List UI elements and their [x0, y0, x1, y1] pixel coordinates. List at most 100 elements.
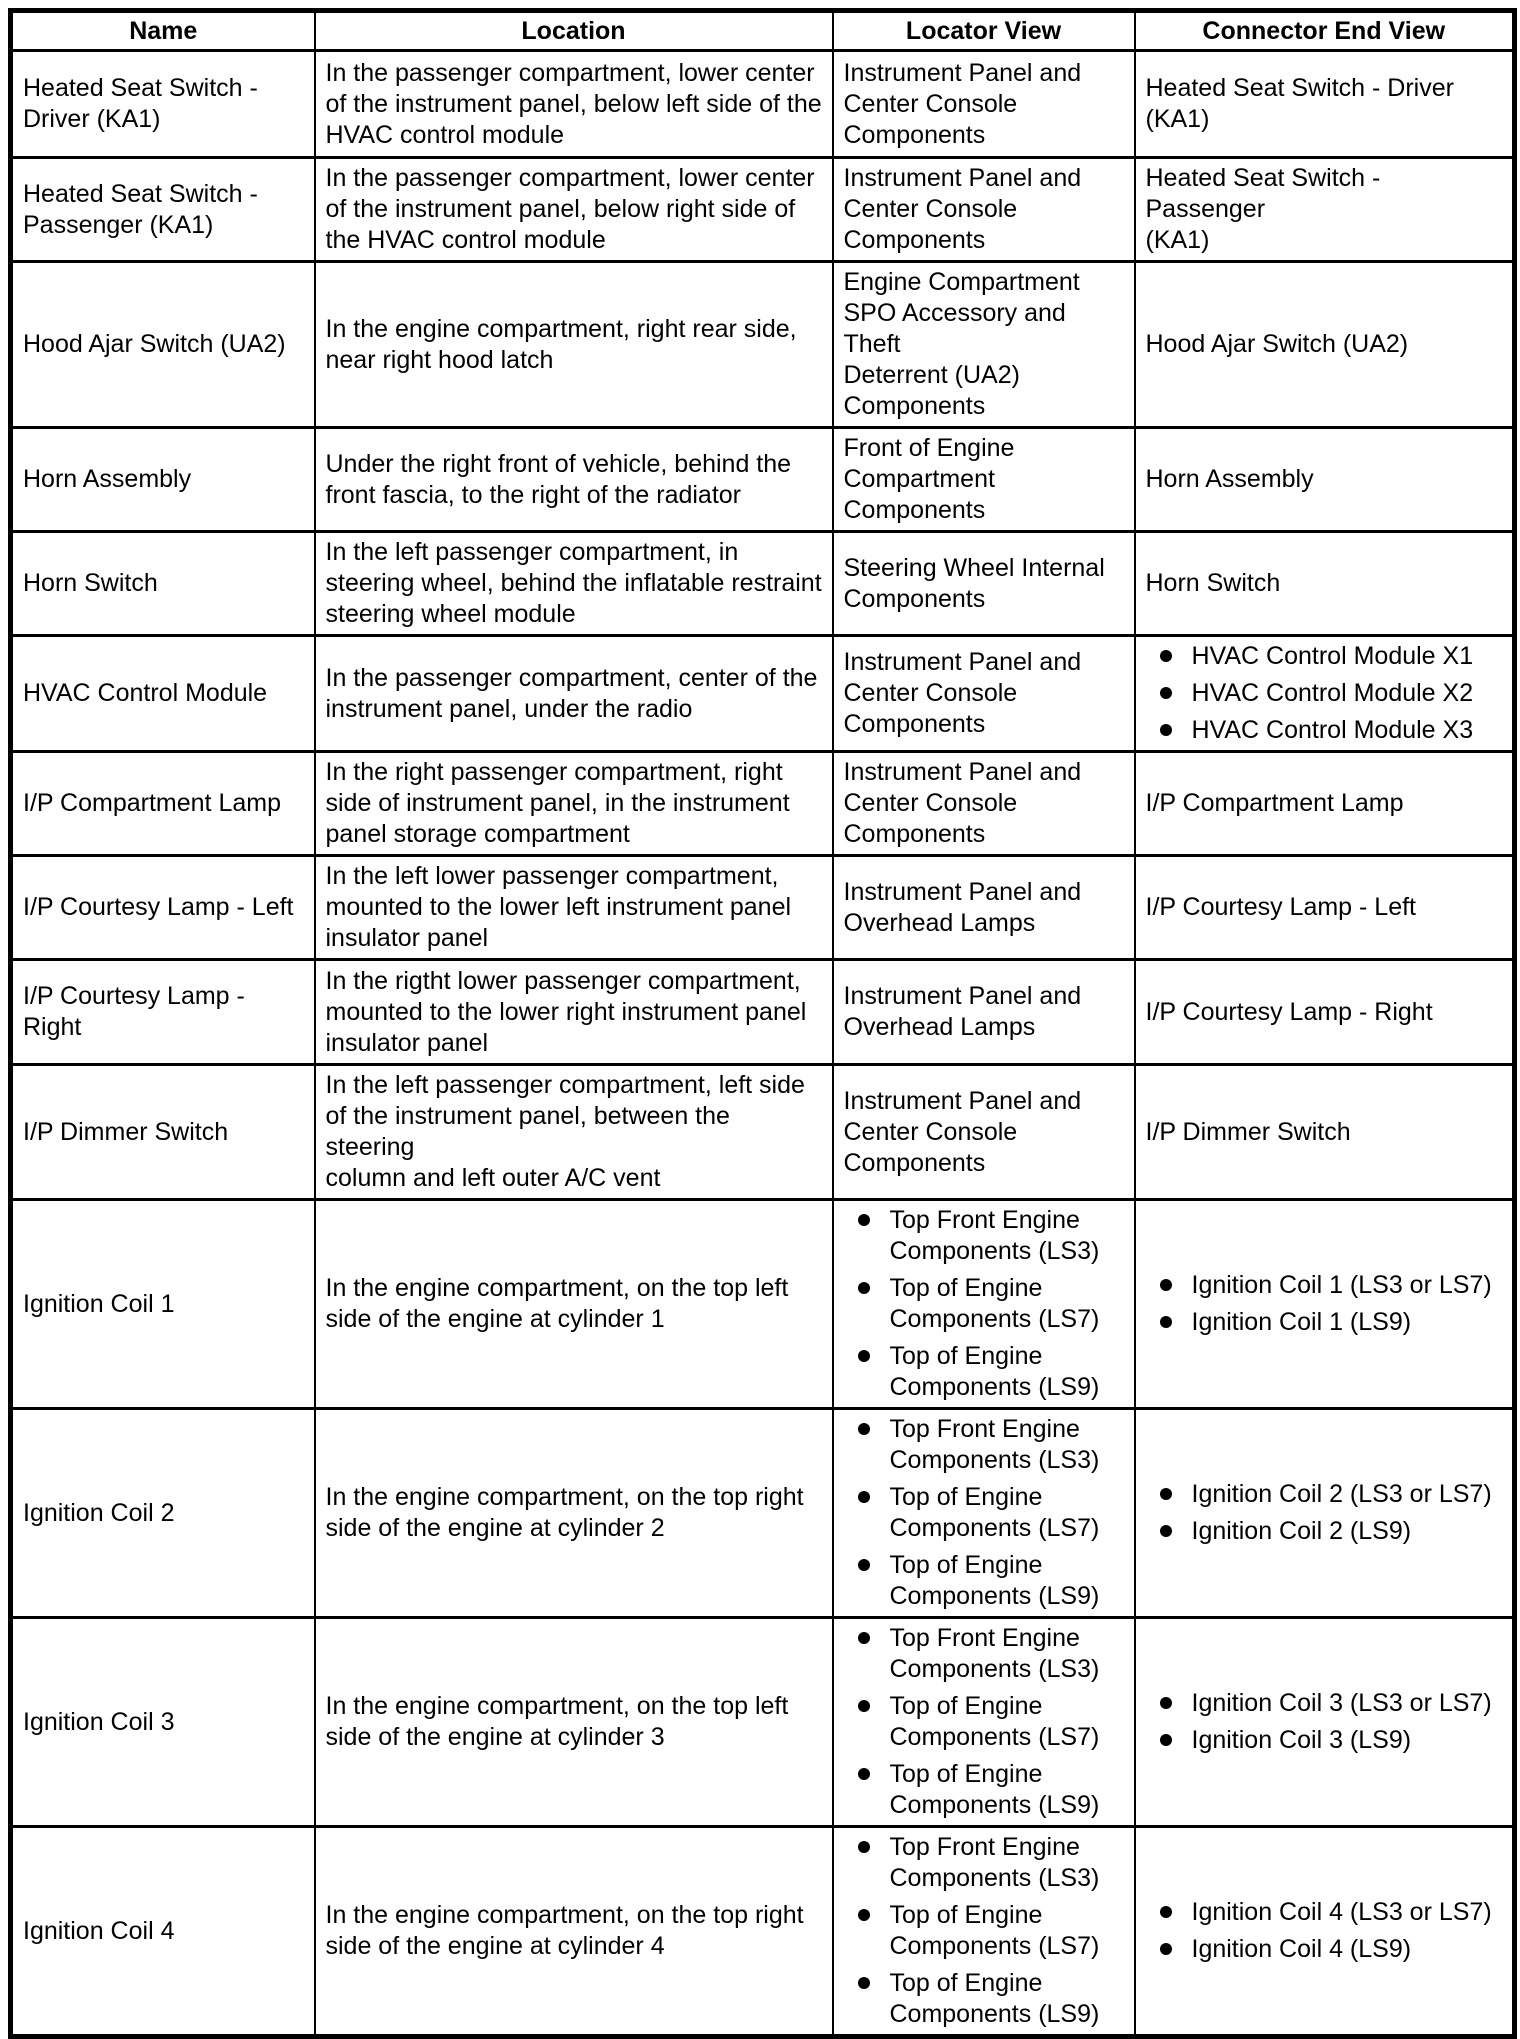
- location-cell: In the left lower passenger compartment,…: [313, 854, 834, 961]
- location-cell: In the engine compartment, on the top ri…: [313, 1407, 834, 1619]
- connector-end-view-cell: Hood Ajar Switch (UA2): [1133, 260, 1516, 429]
- bullet-item: HVAC Control Module X3: [1146, 715, 1507, 746]
- locator-view-cell: Top Front Engine Components (LS3) Top of …: [831, 1616, 1136, 1828]
- cell-text: Ignition Coil 4: [23, 1916, 175, 1945]
- location-cell: Under the right front of vehicle, behind…: [313, 426, 834, 533]
- bullet-item: Ignition Coil 1 (LS3 or LS7): [1146, 1270, 1507, 1301]
- bullet-text: Ignition Coil 2 (LS9): [1191, 1517, 1412, 1545]
- cell-text: In the passenger compartment, lower cent…: [325, 58, 822, 149]
- cell-text: I/P Courtesy Lamp - Right: [1145, 997, 1433, 1026]
- table-row: Ignition Coil 2 In the engine compartment…: [9, 1407, 1516, 1619]
- name-cell: Ignition Coil 4: [9, 1825, 316, 2038]
- name-cell: I/P Dimmer Switch: [9, 1063, 316, 1201]
- bullet-icon: [857, 1423, 870, 1435]
- locator-view-cell: Top Front Engine Components (LS3) Top of …: [831, 1407, 1136, 1619]
- bullet-text: Top of Engine Components (LS7): [889, 1901, 1100, 1960]
- connector-end-view-cell: Ignition Coil 3 (LS3 or LS7) Ignition Coi…: [1133, 1616, 1516, 1828]
- bullet-item: Ignition Coil 3 (LS3 or LS7): [1146, 1688, 1507, 1719]
- table-row: Horn Switch In the left passenger compart…: [9, 530, 1516, 637]
- cell-text: Ignition Coil 1: [23, 1289, 175, 1318]
- bullet-icon: [857, 1559, 870, 1571]
- bullet-item: Top Front Engine Components (LS3): [844, 1832, 1128, 1894]
- connector-end-view-cell: Horn Switch: [1133, 530, 1516, 637]
- bullet-item: Ignition Coil 2 (LS9): [1146, 1516, 1507, 1547]
- cell-text: Engine Compartment SPO Accessory and The…: [843, 268, 1080, 420]
- cell-text: Heated Seat Switch - Driver (KA1): [23, 74, 258, 133]
- bullet-item: Ignition Coil 3 (LS9): [1146, 1725, 1507, 1756]
- locator-view-cell: Top Front Engine Components (LS3) Top of …: [831, 1198, 1136, 1410]
- cell-text: Heated Seat Switch - Passenger (KA1): [23, 179, 258, 239]
- name-cell: I/P Compartment Lamp: [9, 750, 316, 857]
- location-cell: In the engine compartment, right rear si…: [313, 260, 834, 429]
- name-cell: Hood Ajar Switch (UA2): [9, 260, 316, 429]
- component-locator-table: Name Location Locator View Connector End…: [8, 8, 1517, 2039]
- bullet-list: Ignition Coil 4 (LS3 or LS7) Ignition Coi…: [1146, 1897, 1507, 1965]
- location-cell: In the right passenger compartment, righ…: [313, 750, 834, 857]
- cell-text: Instrument Panel and Center Console Comp…: [843, 1086, 1082, 1177]
- bullet-text: Ignition Coil 1 (LS3 or LS7): [1191, 1271, 1492, 1299]
- connector-end-view-cell: Ignition Coil 4 (LS3 or LS7) Ignition Coi…: [1133, 1825, 1516, 2038]
- cell-text: Steering Wheel Internal Components: [843, 553, 1105, 613]
- bullet-icon: [1159, 1906, 1172, 1918]
- cell-text: In the engine compartment, on the top ri…: [325, 1483, 804, 1542]
- bullet-text: Top of Engine Components (LS7): [889, 1274, 1100, 1333]
- bullet-icon: [857, 1350, 870, 1362]
- cell-text: I/P Courtesy Lamp - Left: [23, 893, 294, 921]
- table-header: Name Location Locator View Connector End…: [9, 9, 1516, 52]
- bullet-icon: [857, 1768, 870, 1780]
- bullet-text: Top Front Engine Components (LS3): [889, 1833, 1100, 1892]
- table-row: Hood Ajar Switch (UA2) In the engine comp…: [9, 260, 1516, 429]
- bullet-icon: [1159, 1279, 1172, 1291]
- connector-end-view-cell: I/P Compartment Lamp: [1133, 750, 1516, 857]
- locator-view-cell: Instrument Panel and Center Console Comp…: [831, 1063, 1136, 1201]
- bullet-icon: [1159, 1488, 1172, 1500]
- bullet-text: Top Front Engine Components (LS3): [889, 1206, 1100, 1265]
- table-row: Ignition Coil 3 In the engine compartment…: [9, 1616, 1516, 1828]
- table-row: Ignition Coil 1 In the engine compartment…: [9, 1198, 1516, 1410]
- bullet-item: Top of Engine Components (LS7): [844, 1691, 1128, 1753]
- cell-text: Horn Assembly: [1145, 465, 1314, 493]
- location-cell: In the left passenger compartment, in st…: [313, 530, 834, 637]
- bullet-icon: [1159, 1734, 1172, 1746]
- cell-text: Instrument Panel and Center Console Comp…: [843, 164, 1082, 254]
- name-cell: HVAC Control Module: [9, 634, 316, 753]
- connector-end-view-cell: Ignition Coil 2 (LS3 or LS7) Ignition Coi…: [1133, 1407, 1516, 1619]
- bullet-list: Ignition Coil 1 (LS3 or LS7) Ignition Coi…: [1146, 1270, 1507, 1338]
- table-row: Horn Assembly Under the right front of ve…: [9, 426, 1516, 533]
- cell-text: I/P Dimmer Switch: [1145, 1117, 1351, 1146]
- cell-text: Hood Ajar Switch (UA2): [23, 330, 286, 358]
- locator-view-cell: Top Front Engine Components (LS3) Top of …: [831, 1825, 1136, 2038]
- table-row: Ignition Coil 4 In the engine compartment…: [9, 1825, 1516, 2038]
- table-row: I/P Courtesy Lamp - Right In the rigtht l…: [9, 958, 1516, 1066]
- cell-text: In the left passenger compartment, in st…: [325, 538, 822, 628]
- bullet-item: Top of Engine Components (LS9): [844, 1550, 1128, 1612]
- bullet-list: HVAC Control Module X1 HVAC Control Modul…: [1146, 641, 1507, 746]
- cell-text: Horn Switch: [23, 569, 158, 597]
- column-header-connector-end-view: Connector End View: [1133, 9, 1516, 52]
- column-header-name: Name: [9, 9, 316, 52]
- locator-view-cell: Instrument Panel and Center Console Comp…: [831, 750, 1136, 857]
- cell-text: In the right passenger compartment, righ…: [325, 758, 790, 848]
- cell-text: I/P Courtesy Lamp - Left: [1145, 893, 1417, 921]
- location-cell: In the passenger compartment, lower cent…: [313, 156, 834, 263]
- cell-text: Instrument Panel and Center Console Comp…: [843, 58, 1082, 149]
- connector-end-view-cell: I/P Dimmer Switch: [1133, 1063, 1516, 1201]
- connector-end-view-cell: Ignition Coil 1 (LS3 or LS7) Ignition Coi…: [1133, 1198, 1516, 1410]
- cell-text: In the engine compartment, on the top ri…: [325, 1901, 804, 1960]
- cell-text: Ignition Coil 2: [23, 1498, 175, 1527]
- bullet-item: Top of Engine Components (LS9): [844, 1759, 1128, 1821]
- bullet-text: Top of Engine Components (LS9): [889, 1969, 1100, 2028]
- bullet-icon: [1159, 1525, 1172, 1537]
- bullet-text: Ignition Coil 3 (LS9): [1191, 1726, 1412, 1754]
- name-cell: Horn Switch: [9, 530, 316, 637]
- bullet-text: Top of Engine Components (LS7): [889, 1483, 1100, 1542]
- bullet-text: HVAC Control Module X1: [1191, 642, 1474, 670]
- name-cell: Heated Seat Switch - Passenger (KA1): [9, 156, 316, 263]
- name-cell: Horn Assembly: [9, 426, 316, 533]
- bullet-icon: [857, 1491, 870, 1503]
- bullet-text: Top of Engine Components (LS9): [889, 1551, 1100, 1610]
- bullet-item: Top of Engine Components (LS7): [844, 1900, 1128, 1962]
- bullet-text: Ignition Coil 4 (LS9): [1191, 1935, 1412, 1963]
- bullet-item: Top of Engine Components (LS7): [844, 1273, 1128, 1335]
- connector-end-view-cell: HVAC Control Module X1 HVAC Control Modul…: [1133, 634, 1516, 753]
